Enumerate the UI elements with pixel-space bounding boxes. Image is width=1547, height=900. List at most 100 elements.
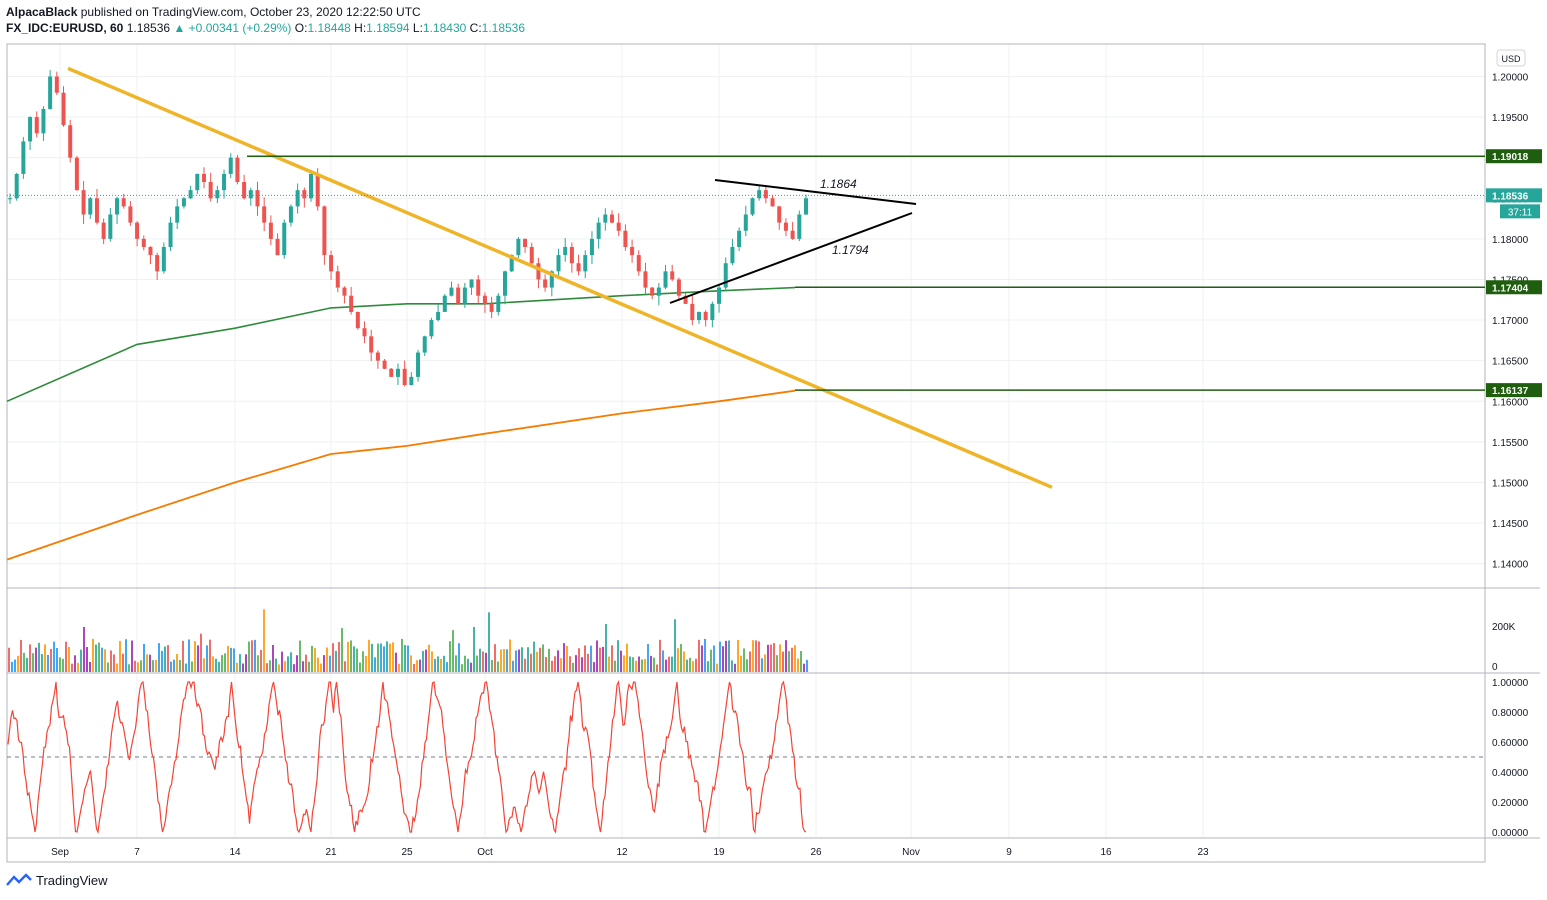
candles[interactable]	[8, 70, 808, 387]
candle-body[interactable]	[630, 246, 635, 256]
candle-body[interactable]	[342, 287, 347, 296]
candle-body[interactable]	[569, 246, 574, 264]
triangle-upper-line[interactable]	[714, 179, 917, 205]
candle-body[interactable]	[529, 246, 534, 264]
candle-body[interactable]	[275, 238, 280, 256]
candle-body[interactable]	[723, 263, 728, 288]
symbol-label[interactable]: FX_IDC:EURUSD, 60	[6, 21, 124, 35]
candle-body[interactable]	[737, 230, 742, 247]
candle-body[interactable]	[235, 157, 240, 183]
candle-body[interactable]	[710, 303, 715, 321]
candle-body[interactable]	[409, 376, 414, 386]
candle-body[interactable]	[322, 206, 327, 256]
candle-body[interactable]	[375, 352, 380, 361]
candle-body[interactable]	[88, 198, 93, 215]
candle-body[interactable]	[295, 190, 300, 207]
price-axis[interactable]: USD1.200001.195001.190001.185001.180001.…	[1486, 49, 1542, 571]
candle-body[interactable]	[215, 190, 220, 199]
candle-body[interactable]	[616, 222, 621, 231]
candle-body[interactable]	[549, 271, 554, 288]
candle-body[interactable]	[643, 271, 648, 288]
candle-body[interactable]	[790, 230, 795, 239]
candle-body[interactable]	[717, 287, 722, 304]
candle-body[interactable]	[329, 255, 334, 272]
candle-body[interactable]	[676, 279, 681, 296]
candle-body[interactable]	[181, 198, 186, 207]
candle-body[interactable]	[750, 198, 755, 215]
candle-body[interactable]	[355, 311, 360, 329]
candle-body[interactable]	[610, 214, 615, 223]
candle-body[interactable]	[28, 117, 33, 142]
candle-body[interactable]	[743, 214, 748, 231]
candle-body[interactable]	[482, 295, 487, 304]
candle-body[interactable]	[168, 222, 173, 247]
candle-body[interactable]	[389, 368, 394, 377]
candle-body[interactable]	[222, 173, 227, 191]
candle-body[interactable]	[589, 238, 594, 256]
candle-body[interactable]	[282, 222, 287, 256]
candle-body[interactable]	[509, 255, 514, 272]
candle-body[interactable]	[54, 76, 59, 93]
candle-body[interactable]	[416, 352, 421, 377]
candle-body[interactable]	[135, 222, 140, 239]
candle-body[interactable]	[74, 157, 79, 191]
candle-body[interactable]	[656, 287, 661, 296]
candle-body[interactable]	[576, 263, 581, 272]
candle-body[interactable]	[21, 141, 26, 174]
candle-body[interactable]	[315, 173, 320, 207]
candle-body[interactable]	[596, 222, 601, 239]
candle-body[interactable]	[496, 295, 501, 312]
candle-body[interactable]	[161, 246, 166, 272]
candle-body[interactable]	[395, 368, 400, 377]
candle-body[interactable]	[175, 206, 180, 223]
candle-body[interactable]	[763, 190, 768, 199]
candle-body[interactable]	[703, 311, 708, 321]
candle-body[interactable]	[155, 255, 160, 272]
tradingview-brand[interactable]: TradingView	[36, 872, 108, 888]
candle-body[interactable]	[469, 279, 474, 288]
candle-body[interactable]	[255, 190, 260, 207]
candle-body[interactable]	[101, 222, 106, 239]
candle-body[interactable]	[476, 279, 481, 296]
candle-body[interactable]	[309, 173, 314, 199]
candle-body[interactable]	[41, 108, 46, 134]
candle-body[interactable]	[536, 263, 541, 280]
candle-body[interactable]	[188, 190, 193, 199]
candle-body[interactable]	[81, 190, 86, 215]
candle-body[interactable]	[429, 320, 434, 337]
candle-body[interactable]	[48, 76, 53, 109]
candle-body[interactable]	[442, 295, 447, 312]
candle-body[interactable]	[94, 198, 99, 223]
candle-body[interactable]	[402, 368, 407, 386]
candle-body[interactable]	[68, 125, 73, 158]
candle-body[interactable]	[61, 92, 66, 126]
candle-body[interactable]	[670, 271, 675, 280]
candle-body[interactable]	[248, 190, 253, 199]
candle-body[interactable]	[603, 214, 608, 223]
descending-trendline[interactable]	[67, 66, 1053, 489]
oscillator-pane[interactable]: 1.00000 0.80000 0.60000 0.40000 0.20000 0.000…	[7, 678, 1529, 839]
triangle-lower-line[interactable]	[669, 212, 913, 304]
candle-body[interactable]	[556, 255, 561, 272]
candle-body[interactable]	[636, 255, 641, 272]
candle-body[interactable]	[449, 287, 454, 296]
candle-body[interactable]	[543, 279, 548, 288]
candle-body[interactable]	[382, 360, 387, 369]
candle-body[interactable]	[349, 295, 354, 312]
candle-body[interactable]	[462, 287, 467, 304]
candle-body[interactable]	[362, 328, 367, 337]
candle-body[interactable]	[523, 238, 528, 247]
candle-body[interactable]	[777, 206, 782, 223]
candle-body[interactable]	[262, 206, 267, 223]
candle-body[interactable]	[623, 230, 628, 247]
candle-body[interactable]	[268, 222, 273, 239]
candle-body[interactable]	[302, 190, 307, 199]
candle-body[interactable]	[583, 255, 588, 272]
candle-body[interactable]	[797, 214, 802, 239]
drawings[interactable]: 1.1864 1.1794	[7, 66, 1485, 489]
candle-body[interactable]	[683, 295, 688, 304]
time-axis[interactable]: Sep 7 14 21 25 Oct 12 19 26 Nov 9 16 23	[51, 847, 1209, 858]
candle-body[interactable]	[563, 246, 568, 256]
candle-body[interactable]	[516, 238, 521, 256]
